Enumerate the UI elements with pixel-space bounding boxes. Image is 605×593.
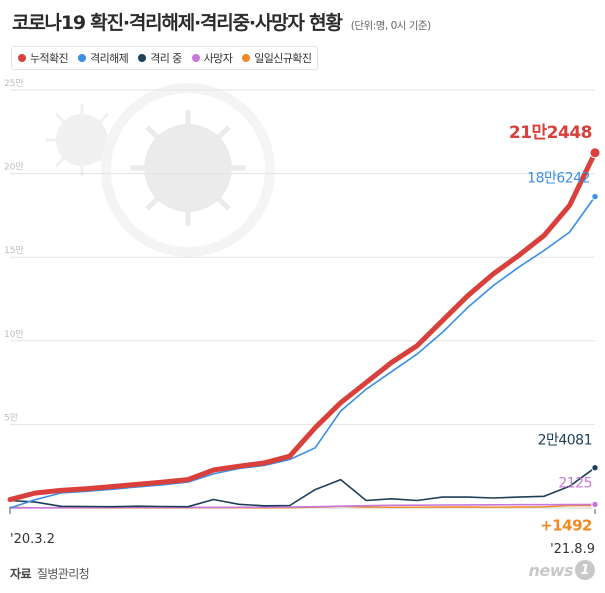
legend-label-daily: 일일신규확진 <box>254 52 312 65</box>
header: 코로나19 확진·격리해제·격리중·사망자 현황 (단위:명, 0시 기준) <box>12 8 431 35</box>
legend-swatch-deaths <box>191 54 200 62</box>
legend-item-deaths: 사망자 <box>191 50 233 66</box>
y-tick-label: 20만 <box>4 162 24 173</box>
end-label-cumulative: 21만2448 <box>509 123 592 143</box>
series-line-deaths <box>9 503 596 509</box>
virus-icon <box>46 104 118 176</box>
logo-badge: 1 <box>575 560 595 580</box>
series-layer <box>7 147 601 510</box>
end-label-released: 18만6242 <box>527 171 590 187</box>
legend-item-released: 격리해제 <box>78 50 129 66</box>
chart-title: 코로나19 확진·격리해제·격리중·사망자 현황 <box>12 12 343 34</box>
y-tick-label: 15만 <box>4 245 24 256</box>
legend-swatch-daily <box>242 54 251 62</box>
x-label-end: '21.8.9 <box>550 542 595 555</box>
news1-logo: news 1 <box>528 560 595 580</box>
source-note: 자료 질병관리청 <box>10 565 90 582</box>
y-tick-label: 10만 <box>4 329 24 340</box>
chart-area: 5만 10만 15만 20만 25만 '20.3.2 '21.8.9 +1492 2125 2만4… <box>4 78 601 555</box>
logo-text: news <box>528 560 573 580</box>
unit-note: (단위:명, 0시 기준) <box>350 20 431 32</box>
legend-item-isolating: 격리 중 <box>138 50 182 66</box>
legend-item-daily: 일일신규확진 <box>242 50 312 66</box>
x-label-start: '20.3.2 <box>10 532 55 547</box>
series-endpoint-isolating <box>591 464 599 472</box>
legend-swatch-isolating <box>138 54 147 62</box>
series-line-cumulative <box>7 150 598 503</box>
end-label-isolating: 2만4081 <box>538 433 592 449</box>
legend: 누적확진 격리해제 격리 중 사망자 일일신규확진 <box>11 46 319 70</box>
y-tick-label: 5만 <box>4 412 18 423</box>
y-tick-label: 25만 <box>4 78 24 89</box>
series-endpoint-cumulative <box>589 147 601 159</box>
legend-label-isolating: 격리 중 <box>150 52 182 65</box>
legend-swatch-released <box>78 54 87 62</box>
end-label-daily: +1492 <box>540 517 592 535</box>
source-label: 자료 <box>10 567 31 581</box>
labels-layer: 5만 10만 15만 20만 25만 '20.3.2 '21.8.9 +1492 2125 2만4… <box>4 78 595 555</box>
legend-item-cumulative: 누적확진 <box>18 50 69 66</box>
series-line-isolating <box>9 466 596 508</box>
legend-label-cumulative: 누적확진 <box>30 52 69 65</box>
legend-swatch-cumulative <box>18 54 26 62</box>
legend-label-released: 격리해제 <box>90 52 129 65</box>
legend-label-deaths: 사망자 <box>203 52 233 65</box>
series-endpoint-released <box>591 192 599 201</box>
series-line-released <box>9 195 596 509</box>
end-label-deaths: 2125 <box>558 475 592 491</box>
virus-icon-large <box>130 110 246 226</box>
virus-halo <box>101 83 275 257</box>
series-endpoint-deaths <box>591 500 599 509</box>
virus-illustration <box>46 83 275 257</box>
source-name: 질병관리청 <box>36 567 90 581</box>
